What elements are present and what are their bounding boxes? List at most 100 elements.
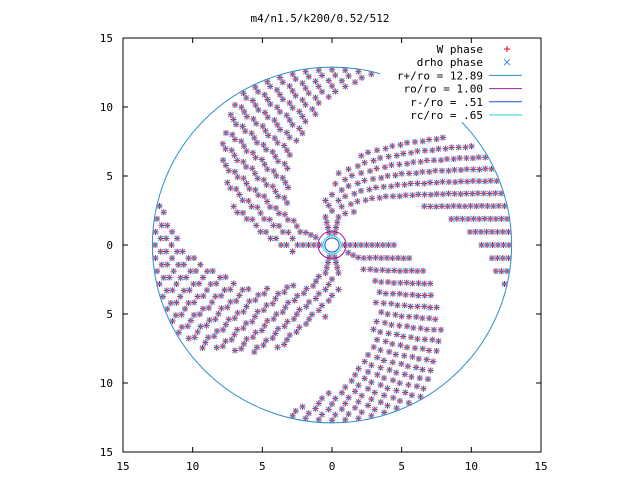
- x-tick-label: 5: [259, 460, 266, 473]
- drho-phase-point: [381, 375, 387, 381]
- drho-phase-point: [367, 266, 374, 273]
- drho-phase-point: [484, 203, 491, 209]
- drho-phase-point: [382, 338, 389, 345]
- drho-phase-point: [183, 274, 189, 281]
- drho-phase-point: [264, 114, 271, 121]
- drho-phase-point: [358, 392, 365, 399]
- drho-phase-point: [264, 285, 270, 292]
- drho-phase-point: [174, 248, 180, 255]
- drho-phase-point: [379, 267, 386, 273]
- drho-phase-point: [222, 338, 229, 344]
- drho-phase-point: [392, 172, 399, 179]
- drho-phase-point: [406, 255, 413, 261]
- drho-phase-point: [231, 152, 238, 159]
- drho-phase-point: [220, 326, 226, 333]
- drho-phase-point: [400, 255, 407, 262]
- drho-phase-point: [243, 216, 250, 222]
- drho-phase-point: [185, 300, 192, 306]
- drho-phase-point: [498, 190, 504, 197]
- drho-phase-point: [173, 299, 180, 306]
- drho-phase-point: [414, 268, 421, 274]
- drho-phase-point: [396, 161, 403, 168]
- drho-phase-point: [293, 137, 300, 144]
- drho-phase-point: [407, 180, 414, 187]
- drho-phase-point: [197, 323, 204, 330]
- drho-phase-point: [377, 364, 384, 371]
- drho-phase-point: [332, 180, 339, 187]
- drho-phase-point: [401, 302, 408, 309]
- drho-phase-point: [294, 292, 301, 299]
- drho-phase-point: [397, 268, 403, 274]
- drho-phase-point: [322, 197, 329, 204]
- drho-phase-point: [405, 381, 412, 388]
- drho-phase-point: [431, 157, 437, 164]
- drho-phase-point: [272, 153, 279, 160]
- drho-phase-point: [156, 281, 163, 287]
- drho-phase-point: [245, 286, 252, 292]
- drho-phase-point: [487, 215, 494, 222]
- drho-phase-point: [350, 252, 357, 258]
- drho-phase-point: [396, 322, 403, 329]
- drho-phase-point: [154, 268, 160, 274]
- drho-phase-point: [442, 145, 449, 152]
- drho-phase-point: [400, 333, 407, 340]
- drho-phase-point: [494, 229, 501, 235]
- drho-phase-point: [264, 317, 271, 324]
- drho-phase-point: [487, 177, 494, 184]
- drho-phase-point: [382, 319, 388, 326]
- drho-phase-point: [169, 229, 175, 235]
- drho-phase-point: [390, 394, 397, 401]
- drho-phase-point: [272, 295, 279, 302]
- drho-phase-point: [186, 287, 193, 294]
- drho-phase-point: [207, 281, 214, 287]
- drho-phase-point: [315, 416, 322, 423]
- drho-phase-point: [446, 179, 452, 185]
- drho-phase-point: [355, 254, 361, 261]
- drho-phase-point: [376, 194, 383, 201]
- drho-phase-point: [284, 200, 290, 206]
- drho-phase-point: [423, 356, 430, 363]
- drho-phase-point: [299, 403, 306, 410]
- drho-phase-point: [319, 302, 325, 309]
- drho-phase-point: [409, 392, 415, 399]
- drho-phase-point: [374, 371, 381, 378]
- drho-phase-point: [285, 184, 291, 191]
- drho-phase-point: [239, 286, 246, 293]
- drho-phase-point: [168, 300, 174, 306]
- drho-phase-point: [277, 109, 283, 115]
- drho-phase-point: [505, 229, 512, 235]
- drho-phase-point: [351, 190, 358, 197]
- drho-phase-point: [389, 359, 396, 366]
- drho-phase-point: [274, 344, 281, 351]
- drho-phase-point: [393, 369, 400, 376]
- drho-phase-point: [396, 193, 403, 200]
- drho-phase-point: [274, 104, 280, 111]
- drho-phase-point: [273, 235, 279, 242]
- drho-phase-point: [214, 328, 220, 334]
- drho-phase-point: [409, 280, 416, 287]
- drho-phase-point: [433, 136, 440, 142]
- drho-phase-point: [306, 316, 312, 323]
- drho-phase-point: [329, 276, 335, 282]
- drho-phase-point: [397, 279, 404, 286]
- drho-phase-point: [303, 303, 310, 310]
- drho-phase-point: [302, 68, 309, 75]
- drho-phase-point: [329, 417, 335, 424]
- drho-phase-point: [335, 286, 342, 293]
- drho-phase-point: [342, 400, 349, 407]
- drho-phase-point: [289, 104, 296, 111]
- drho-phase-point: [402, 371, 408, 378]
- drho-phase-point: [325, 77, 332, 84]
- drho-phase-point: [338, 187, 345, 193]
- drho-phase-point: [269, 300, 276, 307]
- drho-phase-point: [392, 311, 399, 318]
- drho-phase-point: [263, 229, 269, 235]
- drho-phase-point: [175, 261, 182, 268]
- drho-phase-point: [252, 170, 258, 177]
- drho-phase-point: [217, 274, 223, 281]
- drho-phase-point: [458, 178, 464, 185]
- drho-phase-point: [326, 254, 333, 260]
- drho-phase-point: [426, 347, 432, 354]
- drho-phase-point: [415, 191, 422, 198]
- drho-phase-point: [358, 152, 365, 159]
